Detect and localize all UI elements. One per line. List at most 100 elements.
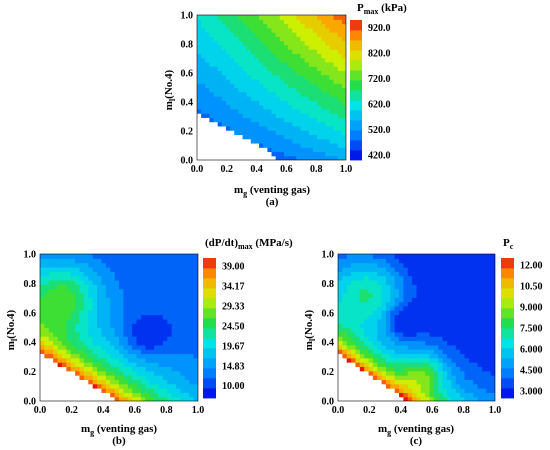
heatmap-cell — [57, 362, 63, 368]
heatmap-cell — [420, 396, 426, 401]
heatmap-cell — [359, 362, 365, 368]
heatmap-cell — [275, 74, 281, 80]
heatmap-cell — [123, 362, 129, 368]
heatmap-cell — [193, 262, 198, 268]
heatmap-cell — [368, 331, 374, 337]
heatmap-cell — [296, 78, 302, 84]
heatmap-cell — [333, 87, 339, 93]
heatmap-cell — [390, 301, 396, 307]
heatmap-cell — [412, 292, 418, 298]
heatmap-cell — [372, 336, 378, 342]
heatmap-cell — [57, 318, 63, 324]
colorbar-swatch — [203, 328, 216, 339]
heatmap-cell — [351, 344, 357, 350]
heatmap-cell — [368, 284, 374, 290]
heatmap-cell — [57, 254, 63, 259]
heatmap-cell — [317, 40, 322, 46]
heatmap-cell — [136, 279, 142, 285]
colorbar-swatch — [203, 378, 216, 389]
heatmap-cell — [477, 392, 483, 398]
heatmap-cell — [473, 331, 479, 337]
heatmap-cell — [88, 344, 94, 350]
heatmap-cell — [234, 61, 239, 67]
heatmap-cell — [197, 40, 202, 46]
heatmap-cell — [451, 336, 457, 342]
heatmap-cell — [149, 340, 155, 346]
heatmap-cell — [490, 275, 495, 281]
heatmap-cell — [368, 362, 374, 368]
heatmap-cell — [468, 262, 474, 268]
heatmap-cell — [381, 258, 387, 264]
heatmap-cell — [486, 305, 492, 311]
heatmap-cell — [403, 336, 409, 342]
panel-b: 0.0 0.2 0.4 0.6 0.8 1.0 0.00.20.40.60.81.0 mg… — [5, 237, 293, 447]
heatmap-cell — [477, 370, 483, 376]
heatmap-cell — [412, 357, 418, 363]
heatmap-cell — [317, 108, 322, 114]
heatmap-cell — [490, 327, 495, 333]
heatmap-cell — [429, 331, 435, 337]
heatmap-cell — [70, 362, 76, 368]
heatmap-cell — [271, 134, 277, 140]
heatmap-cell — [132, 318, 138, 324]
heatmap-cell — [230, 15, 235, 20]
heatmap-cell — [189, 271, 195, 277]
heatmap-cell — [75, 344, 81, 350]
heatmap-cell — [447, 301, 452, 307]
heatmap-cell — [176, 262, 182, 268]
heatmap-cell — [171, 375, 177, 380]
heatmap-cell — [197, 27, 202, 33]
heatmap-cell — [433, 366, 439, 372]
heatmap-cell — [403, 366, 409, 372]
heatmap-cell — [403, 310, 409, 316]
heatmap-cell — [460, 266, 466, 272]
heatmap-cell — [246, 23, 252, 29]
heatmap-cell — [259, 49, 264, 54]
heatmap-cell — [490, 340, 495, 346]
heatmap-cell — [455, 396, 461, 401]
heatmap-cell — [464, 275, 470, 281]
heatmap-cell — [254, 57, 260, 63]
colorbar-tick-label: 10.50 — [520, 282, 543, 293]
heatmap-cell — [473, 336, 479, 342]
heatmap-cell — [92, 318, 98, 324]
heatmap-cell — [263, 91, 268, 97]
heatmap-cell — [329, 40, 335, 46]
heatmap-cell — [158, 392, 164, 398]
heatmap-cell — [119, 262, 124, 268]
heatmap-cell — [451, 357, 457, 363]
heatmap-cell — [341, 23, 346, 29]
heatmap-cell — [342, 279, 348, 285]
heatmap-cell — [317, 130, 322, 136]
heatmap-cell — [407, 353, 413, 359]
heatmap-cell — [321, 83, 326, 89]
heatmap-cell — [317, 61, 322, 67]
heatmap-cell — [473, 301, 479, 307]
heatmap-cell — [390, 362, 396, 368]
heatmap-cell — [490, 375, 495, 380]
heatmap-cell — [189, 379, 195, 385]
heatmap-cell — [230, 121, 235, 127]
heatmap-cell — [341, 100, 346, 106]
heatmap-cell — [451, 275, 457, 281]
heatmap-cell — [317, 155, 322, 160]
heatmap-cell — [346, 266, 352, 272]
heatmap-cell — [61, 292, 67, 298]
colorbar-tick-label: 29.33 — [222, 302, 245, 313]
heatmap-cell — [337, 66, 343, 72]
heatmap-cell — [88, 375, 94, 380]
heatmap-cell — [275, 40, 281, 46]
heatmap-cell — [242, 70, 248, 76]
heatmap-cell — [486, 284, 492, 290]
heatmap-cell — [308, 27, 314, 33]
heatmap-cell — [385, 279, 391, 285]
colorbar-swatch — [203, 368, 216, 379]
colorbar-tick-label: 620.0 — [368, 100, 391, 111]
colorbar-swatch — [501, 258, 514, 269]
heatmap-cell — [403, 327, 409, 333]
heatmap-cell — [333, 49, 339, 54]
heatmap-cell — [438, 362, 444, 368]
heatmap-cell — [127, 379, 133, 385]
heatmap-cell — [254, 96, 260, 101]
heatmap-cell — [368, 370, 374, 376]
